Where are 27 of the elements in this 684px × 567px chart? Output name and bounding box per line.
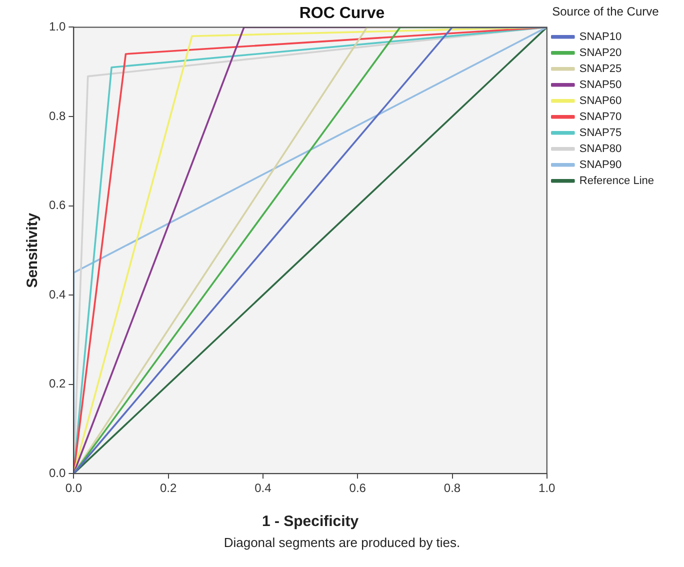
legend-label: SNAP10 xyxy=(579,30,622,43)
y-tick-label: 0.0 xyxy=(48,466,66,480)
legend-title: Source of the Curve xyxy=(552,4,660,18)
x-tick-label: 0.2 xyxy=(160,481,177,496)
y-tick-label: 0.6 xyxy=(48,198,66,212)
x-tick-label: 1.0 xyxy=(538,481,556,496)
x-tick-label: 0.6 xyxy=(349,481,366,496)
legend-label: SNAP50 xyxy=(579,78,622,91)
legend-label: SNAP20 xyxy=(579,46,622,59)
y-axis-title: Sensitivity xyxy=(24,212,42,288)
legend-label: SNAP70 xyxy=(579,110,622,123)
legend-label: Reference Line xyxy=(579,174,654,187)
legend-label: SNAP25 xyxy=(579,62,622,75)
x-axis-title: 1 - Specificity xyxy=(262,513,360,530)
x-tick-label: 0.4 xyxy=(254,481,272,496)
text: Diagonal segments are produced by ties. xyxy=(222,535,462,550)
legend-label: SNAP80 xyxy=(579,142,622,155)
y-tick-label: 1.0 xyxy=(48,20,66,34)
legend-label: SNAP90 xyxy=(579,158,622,171)
legend-label: SNAP75 xyxy=(579,126,622,139)
y-tick-label: 0.8 xyxy=(48,108,66,123)
legend-label: SNAP60 xyxy=(579,94,622,107)
y-tick-label: 0.4 xyxy=(48,287,66,302)
y-tick-label: 0.2 xyxy=(48,376,66,391)
x-tick-label: 0.8 xyxy=(444,481,461,496)
chart-title: ROC Curve xyxy=(299,5,385,22)
x-tick-label: 0.0 xyxy=(65,481,82,496)
